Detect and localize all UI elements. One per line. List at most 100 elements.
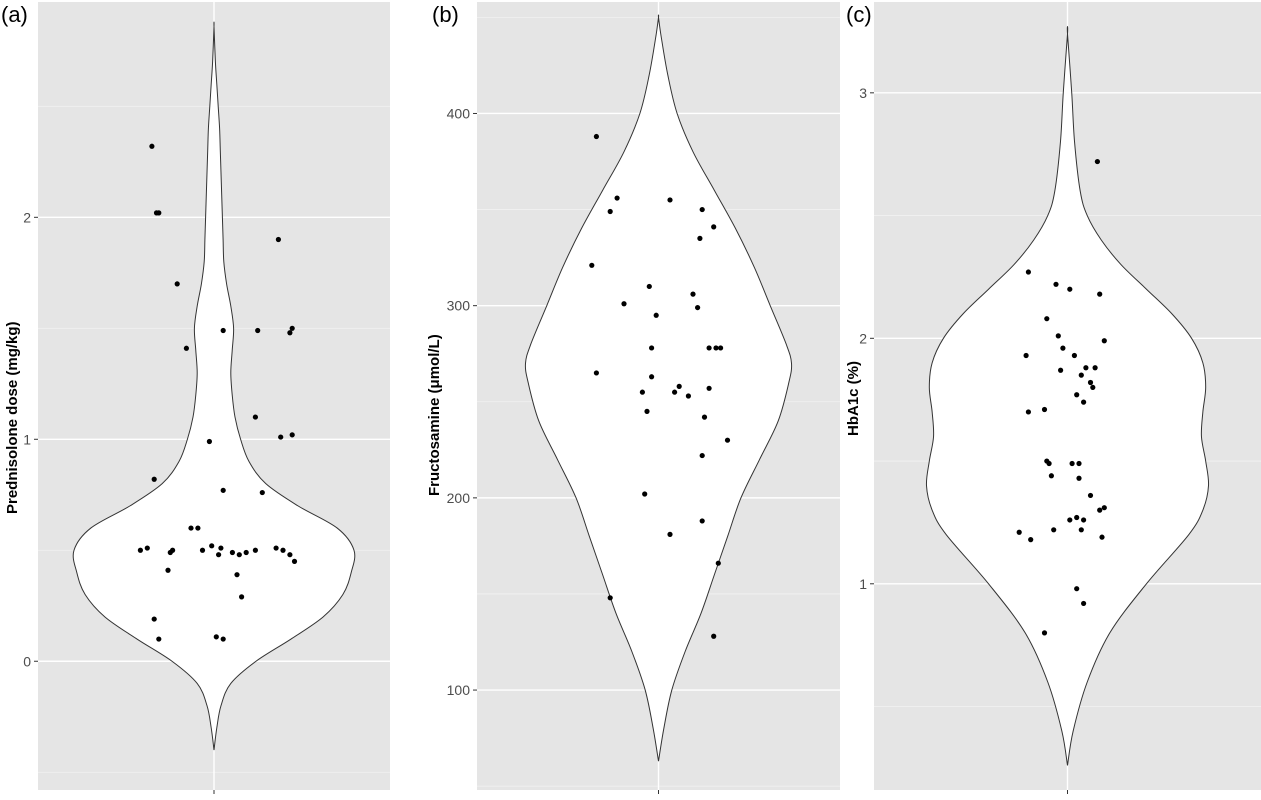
data-point bbox=[706, 345, 712, 351]
data-point bbox=[642, 491, 648, 497]
data-point bbox=[151, 476, 157, 482]
data-point bbox=[220, 487, 226, 493]
data-point bbox=[259, 489, 265, 496]
data-point bbox=[216, 552, 222, 558]
violin-chart-c: 1 2 3 bbox=[859, 2, 1261, 794]
data-point bbox=[1099, 534, 1105, 540]
data-point bbox=[589, 262, 595, 268]
data-point bbox=[699, 518, 705, 524]
data-point bbox=[690, 291, 696, 297]
data-point bbox=[649, 345, 655, 351]
data-point bbox=[1016, 529, 1022, 535]
data-point bbox=[1028, 537, 1034, 543]
data-point bbox=[724, 437, 731, 443]
data-point bbox=[289, 432, 295, 438]
data-point bbox=[646, 283, 652, 290]
data-point bbox=[1067, 517, 1073, 523]
data-point bbox=[1081, 399, 1087, 405]
data-point bbox=[209, 543, 215, 549]
data-point bbox=[1053, 281, 1059, 287]
y-tick-label: 300 bbox=[447, 298, 471, 314]
data-point bbox=[639, 389, 645, 395]
data-point bbox=[137, 547, 143, 553]
data-point bbox=[1069, 460, 1075, 467]
y-tick-label: 0 bbox=[23, 653, 31, 669]
data-point bbox=[236, 552, 242, 558]
data-point bbox=[1090, 384, 1096, 391]
data-point bbox=[220, 327, 226, 334]
data-point bbox=[649, 374, 655, 380]
data-point bbox=[199, 547, 206, 553]
data-point bbox=[1071, 352, 1077, 359]
data-point bbox=[206, 438, 212, 445]
y-tick-label: 1 bbox=[859, 576, 867, 592]
data-point bbox=[1074, 586, 1080, 592]
data-point bbox=[1097, 507, 1103, 513]
data-point bbox=[667, 197, 673, 203]
data-point bbox=[273, 545, 279, 551]
data-point bbox=[593, 370, 599, 376]
data-point bbox=[234, 572, 240, 578]
data-point bbox=[289, 325, 295, 331]
violin-shape bbox=[72, 21, 356, 751]
data-point bbox=[1060, 345, 1066, 351]
data-point bbox=[695, 304, 701, 311]
data-point bbox=[1076, 475, 1082, 481]
violin-shape bbox=[925, 26, 1210, 766]
data-point bbox=[1081, 517, 1087, 523]
data-point bbox=[697, 235, 703, 241]
data-point bbox=[706, 385, 712, 391]
data-point bbox=[1074, 514, 1080, 521]
data-point bbox=[1023, 352, 1029, 359]
data-point bbox=[170, 547, 176, 553]
data-point bbox=[275, 236, 281, 243]
data-point bbox=[287, 330, 293, 336]
data-point bbox=[718, 345, 724, 351]
data-point bbox=[1097, 291, 1103, 297]
y-tick-label: 1 bbox=[23, 431, 31, 447]
panel-label-b: (b) bbox=[432, 2, 459, 27]
data-point bbox=[699, 452, 705, 459]
y-tick-label: 200 bbox=[447, 490, 471, 506]
data-point bbox=[1041, 630, 1048, 636]
y-tick-label: 3 bbox=[859, 85, 867, 101]
data-point bbox=[144, 545, 150, 551]
data-point bbox=[239, 594, 245, 600]
data-point bbox=[1092, 365, 1098, 371]
data-point bbox=[156, 210, 162, 216]
data-point bbox=[213, 634, 219, 640]
data-point bbox=[287, 552, 293, 558]
data-point bbox=[1081, 600, 1087, 607]
data-point bbox=[1094, 158, 1100, 165]
data-point bbox=[1087, 379, 1094, 386]
data-point bbox=[183, 345, 189, 351]
data-point bbox=[1083, 365, 1089, 371]
data-point bbox=[711, 633, 717, 639]
data-point bbox=[280, 547, 286, 553]
data-point bbox=[1046, 460, 1052, 467]
y-tick-label: 100 bbox=[447, 682, 471, 698]
data-point bbox=[1087, 492, 1094, 499]
data-point bbox=[229, 549, 235, 556]
data-point bbox=[621, 301, 627, 307]
data-point bbox=[1041, 406, 1048, 413]
panel-label-a: (a) bbox=[1, 2, 28, 27]
data-point bbox=[252, 414, 258, 420]
data-point bbox=[1101, 505, 1107, 511]
data-point bbox=[1055, 333, 1061, 339]
y-tick-label: 2 bbox=[859, 330, 867, 346]
data-point bbox=[1048, 473, 1054, 479]
data-point bbox=[1078, 527, 1084, 533]
data-point bbox=[151, 616, 157, 622]
data-point bbox=[149, 143, 155, 149]
data-point bbox=[667, 531, 673, 537]
y-tick-label: 400 bbox=[447, 105, 471, 121]
data-point bbox=[607, 208, 613, 215]
data-point bbox=[243, 549, 249, 556]
data-point bbox=[1058, 367, 1064, 373]
panel-label-c: (c) bbox=[846, 2, 872, 27]
data-point bbox=[188, 525, 194, 531]
data-point bbox=[1044, 316, 1050, 322]
